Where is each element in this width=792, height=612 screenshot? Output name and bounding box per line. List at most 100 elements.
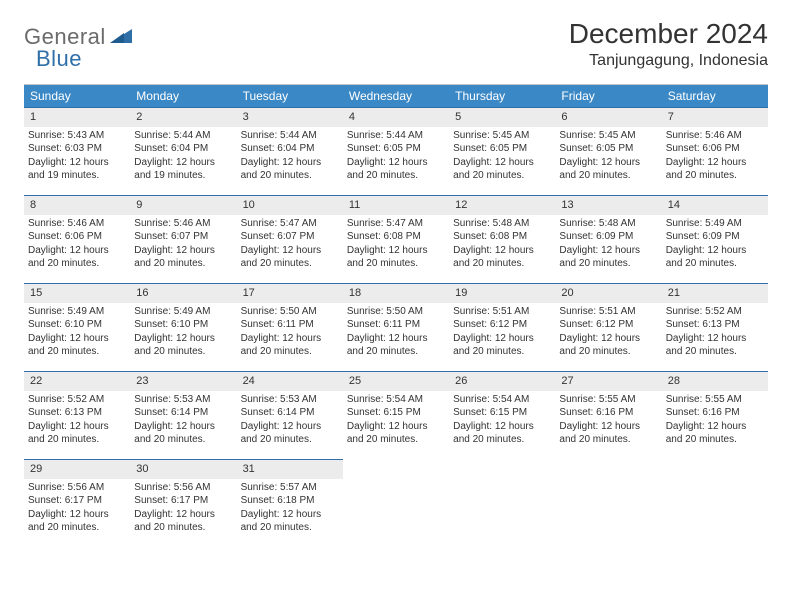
calendar-cell: 23Sunrise: 5:53 AMSunset: 6:14 PMDayligh…	[130, 371, 236, 459]
daylight-line: Daylight: 12 hours and 20 minutes.	[347, 420, 445, 447]
sunset-line: Sunset: 6:14 PM	[134, 406, 232, 420]
sunrise-line: Sunrise: 5:52 AM	[666, 305, 764, 319]
calendar-cell: 2Sunrise: 5:44 AMSunset: 6:04 PMDaylight…	[130, 107, 236, 195]
calendar-cell: 12Sunrise: 5:48 AMSunset: 6:08 PMDayligh…	[449, 195, 555, 283]
sunset-line: Sunset: 6:06 PM	[666, 142, 764, 156]
daylight-line: Daylight: 12 hours and 20 minutes.	[453, 244, 551, 271]
sunrise-line: Sunrise: 5:55 AM	[559, 393, 657, 407]
calendar-cell: 6Sunrise: 5:45 AMSunset: 6:05 PMDaylight…	[555, 107, 661, 195]
day-number: 3	[237, 108, 343, 127]
sunset-line: Sunset: 6:07 PM	[134, 230, 232, 244]
daylight-line: Daylight: 12 hours and 20 minutes.	[559, 420, 657, 447]
day-number: 10	[237, 196, 343, 215]
sunset-line: Sunset: 6:16 PM	[666, 406, 764, 420]
day-number: 9	[130, 196, 236, 215]
day-number: 25	[343, 372, 449, 391]
day-number: 23	[130, 372, 236, 391]
sunset-line: Sunset: 6:11 PM	[347, 318, 445, 332]
day-number: 26	[449, 372, 555, 391]
sunset-line: Sunset: 6:04 PM	[134, 142, 232, 156]
calendar-cell: 28Sunrise: 5:55 AMSunset: 6:16 PMDayligh…	[662, 371, 768, 459]
calendar-cell: 1Sunrise: 5:43 AMSunset: 6:03 PMDaylight…	[24, 107, 130, 195]
daylight-line: Daylight: 12 hours and 20 minutes.	[453, 332, 551, 359]
sunrise-line: Sunrise: 5:44 AM	[241, 129, 339, 143]
calendar-cell: 3Sunrise: 5:44 AMSunset: 6:04 PMDaylight…	[237, 107, 343, 195]
calendar-cell-empty	[343, 459, 449, 547]
sunrise-line: Sunrise: 5:52 AM	[28, 393, 126, 407]
day-number: 21	[662, 284, 768, 303]
calendar-cell: 11Sunrise: 5:47 AMSunset: 6:08 PMDayligh…	[343, 195, 449, 283]
calendar-cell: 25 Sunrise: 5:54 AMSunset: 6:15 PMDayligh…	[343, 371, 449, 459]
daylight-line: Daylight: 12 hours and 20 minutes.	[134, 244, 232, 271]
day-number: 8	[24, 196, 130, 215]
sunrise-line: Sunrise: 5:47 AM	[241, 217, 339, 231]
calendar-cell: 8Sunrise: 5:46 AMSunset: 6:06 PMDaylight…	[24, 195, 130, 283]
sunrise-line: Sunrise: 5:45 AM	[453, 129, 551, 143]
sunrise-line: Sunrise: 5:53 AM	[241, 393, 339, 407]
day-number: 22	[24, 372, 130, 391]
sunset-line: Sunset: 6:17 PM	[134, 494, 232, 508]
day-header: Friday	[555, 85, 661, 107]
calendar-cell: 24Sunrise: 5:53 AMSunset: 6:14 PMDayligh…	[237, 371, 343, 459]
triangle-icon	[110, 27, 132, 48]
sunset-line: Sunset: 6:13 PM	[666, 318, 764, 332]
sunset-line: Sunset: 6:14 PM	[241, 406, 339, 420]
sunset-line: Sunset: 6:08 PM	[347, 230, 445, 244]
daylight-line: Daylight: 12 hours and 20 minutes.	[666, 156, 764, 183]
daylight-line: Daylight: 12 hours and 20 minutes.	[666, 332, 764, 359]
calendar-cell: 31Sunrise: 5:57 AMSunset: 6:18 PMDayligh…	[237, 459, 343, 547]
daylight-line: Daylight: 12 hours and 20 minutes.	[28, 244, 126, 271]
day-header: Tuesday	[237, 85, 343, 107]
day-number: 2	[130, 108, 236, 127]
sunrise-line: Sunrise: 5:50 AM	[241, 305, 339, 319]
calendar-cell: 7Sunrise: 5:46 AMSunset: 6:06 PMDaylight…	[662, 107, 768, 195]
day-number: 16	[130, 284, 236, 303]
day-number: 7	[662, 108, 768, 127]
day-header: Saturday	[662, 85, 768, 107]
daylight-line: Daylight: 12 hours and 20 minutes.	[666, 244, 764, 271]
sunset-line: Sunset: 6:18 PM	[241, 494, 339, 508]
daylight-line: Daylight: 12 hours and 20 minutes.	[347, 332, 445, 359]
sunrise-line: Sunrise: 5:43 AM	[28, 129, 126, 143]
calendar-grid: SundayMondayTuesdayWednesdayThursdayFrid…	[24, 84, 768, 547]
day-number: 11	[343, 196, 449, 215]
calendar-cell-empty	[449, 459, 555, 547]
day-number: 19	[449, 284, 555, 303]
day-number: 18	[343, 284, 449, 303]
daylight-line: Daylight: 12 hours and 20 minutes.	[134, 420, 232, 447]
sunset-line: Sunset: 6:06 PM	[28, 230, 126, 244]
sunrise-line: Sunrise: 5:49 AM	[134, 305, 232, 319]
calendar-cell: 26Sunrise: 5:54 AMSunset: 6:15 PMDayligh…	[449, 371, 555, 459]
day-number: 17	[237, 284, 343, 303]
day-number: 15	[24, 284, 130, 303]
calendar-cell: 10Sunrise: 5:47 AMSunset: 6:07 PMDayligh…	[237, 195, 343, 283]
sunrise-line: Sunrise: 5:54 AM	[347, 393, 445, 407]
sunrise-line: Sunrise: 5:50 AM	[347, 305, 445, 319]
day-number: 14	[662, 196, 768, 215]
sunset-line: Sunset: 6:12 PM	[559, 318, 657, 332]
sunset-line: Sunset: 6:10 PM	[28, 318, 126, 332]
sunrise-line: Sunrise: 5:55 AM	[666, 393, 764, 407]
month-title: December 2024	[569, 18, 768, 50]
day-header: Monday	[130, 85, 236, 107]
sunset-line: Sunset: 6:09 PM	[666, 230, 764, 244]
day-number: 28	[662, 372, 768, 391]
daylight-line: Daylight: 12 hours and 20 minutes.	[241, 420, 339, 447]
sunset-line: Sunset: 6:15 PM	[347, 406, 445, 420]
calendar-cell: 19Sunrise: 5:51 AMSunset: 6:12 PMDayligh…	[449, 283, 555, 371]
logo-text-blue: Blue	[36, 46, 82, 72]
logo-blue-line: Blue	[36, 40, 82, 72]
calendar-cell: 5Sunrise: 5:45 AMSunset: 6:05 PMDaylight…	[449, 107, 555, 195]
calendar-cell: 20Sunrise: 5:51 AMSunset: 6:12 PMDayligh…	[555, 283, 661, 371]
location: Tanjungagung, Indonesia	[569, 52, 768, 70]
calendar-cell: 13Sunrise: 5:48 AMSunset: 6:09 PMDayligh…	[555, 195, 661, 283]
calendar-cell: 16Sunrise: 5:49 AMSunset: 6:10 PMDayligh…	[130, 283, 236, 371]
calendar-cell-empty	[555, 459, 661, 547]
daylight-line: Daylight: 12 hours and 20 minutes.	[241, 332, 339, 359]
daylight-line: Daylight: 12 hours and 20 minutes.	[559, 156, 657, 183]
sunrise-line: Sunrise: 5:47 AM	[347, 217, 445, 231]
sunset-line: Sunset: 6:04 PM	[241, 142, 339, 156]
sunset-line: Sunset: 6:05 PM	[453, 142, 551, 156]
calendar-cell: 29Sunrise: 5:56 AMSunset: 6:17 PMDayligh…	[24, 459, 130, 547]
calendar-cell: 14Sunrise: 5:49 AMSunset: 6:09 PMDayligh…	[662, 195, 768, 283]
